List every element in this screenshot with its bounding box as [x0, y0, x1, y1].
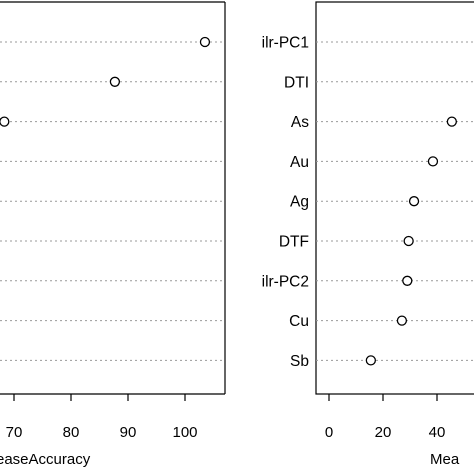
- right-dotchart-panel: ilr-PC1 DTI As Au Ag DTF ilr-PC2 Cu Sb 0 20 40 Mea: [262, 1, 474, 468]
- right-data-point: [402, 275, 413, 286]
- left-x-axis-title: easeAccuracy: [0, 451, 91, 468]
- category-label: DTI: [284, 74, 309, 91]
- right-data-point: [403, 235, 414, 247]
- left-dotchart-panel: 70 80 90 100 easeAccuracy: [0, 1, 226, 468]
- category-label: ilr-PC1: [262, 35, 309, 52]
- left-x-tick-label: 100: [172, 424, 197, 441]
- right-data-point: [427, 156, 439, 167]
- category-label: Au: [290, 154, 309, 171]
- left-data-point: [109, 76, 121, 87]
- category-label: As: [291, 114, 309, 131]
- right-data-point: [396, 315, 408, 326]
- right-data-point: [446, 116, 458, 127]
- left-x-tick-label: 80: [63, 424, 80, 441]
- right-data-point: [408, 196, 420, 207]
- right-x-axis-title: Mea: [430, 451, 460, 468]
- category-label: DTF: [279, 234, 309, 251]
- left-data-point: [199, 36, 211, 48]
- right-data-point: [365, 355, 377, 366]
- category-label: Ag: [290, 194, 309, 211]
- right-panel-frame: [315, 1, 474, 395]
- left-x-tick-label: 70: [6, 424, 23, 441]
- right-x-tick-label: 40: [429, 424, 446, 441]
- right-x-tick-label: 20: [375, 424, 392, 441]
- left-data-point: [0, 116, 10, 127]
- left-x-tick-label: 90: [120, 424, 137, 441]
- category-label: ilr-PC2: [262, 273, 309, 290]
- right-x-tick-label: 0: [325, 424, 333, 441]
- category-label: Sb: [290, 353, 309, 370]
- category-label: Cu: [289, 313, 309, 330]
